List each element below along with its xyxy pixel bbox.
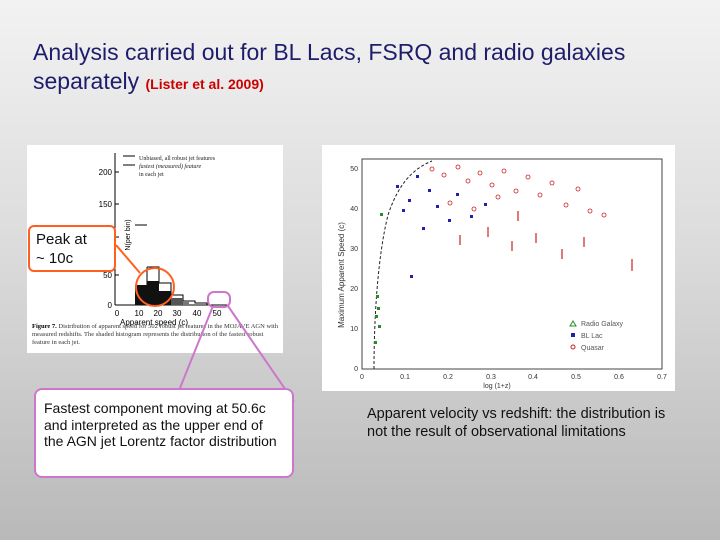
apparent-velocity-note: Apparent velocity vs redshift: the distr… [367,406,666,440]
hist-xtick-2: 20 [154,309,163,318]
peak-line-2: ~ 10c [36,250,74,267]
hist-ytick-1: 50 [103,271,112,280]
hist-legend-line-1: Unbiased, all robust jet features [139,155,216,162]
hist-ytick-3: 150 [99,200,113,209]
hist-xlabel: Apparent speed (c) [120,318,188,327]
peak-line-1: Peak at [36,231,87,248]
scatter-xtick-1: 0.1 [400,374,410,381]
hist-legend-line-3: in each jet [139,172,164,178]
hist-xtick-3: 30 [173,309,182,318]
hist-legend-line-2: fastest (measured) feature [139,163,202,170]
scatter-figure: 0 10 20 30 40 50 Maximum Apparent Speed … [322,145,675,391]
scatter-ytick-3: 30 [350,246,358,253]
scatter-xtick-4: 0.4 [528,374,538,381]
scatter-ytick-0: 0 [354,366,358,373]
legend-quasar: Quasar [581,345,605,352]
scatter-xtick-6: 0.6 [614,374,624,381]
scatter-ytick-2: 20 [350,286,358,293]
hist-xtick-1: 10 [135,309,144,318]
limit-curve [373,160,433,370]
scatter-xtick-5: 0.5 [571,374,581,381]
hist-ylabel: N(per bin) [125,219,132,250]
hist-ytick-0: 0 [108,301,113,310]
hist-ytick-4: 200 [99,168,113,177]
hist-xtick-5: 50 [213,309,222,318]
citation: (Lister et al. 2009) [145,76,264,92]
scatter-ytick-1: 10 [350,326,358,333]
hist-xtick-0: 0 [115,309,120,318]
scatter-xlabel: log (1+z) [483,383,510,390]
caption-label: Figure 7. [32,323,57,330]
legend-radio-galaxy: Radio Galaxy [581,321,624,328]
peak-callout: Peak at ~ 10c [28,225,116,272]
hist-xtick-4: 40 [193,309,202,318]
slide-title: Analysis carried out for BL Lacs, FSRQ a… [33,38,693,99]
scatter-points [374,164,633,344]
scatter-ylabel: Maximum Apparent Speed (c) [337,222,346,328]
fastest-callout: Fastest component moving at 50.6c and in… [34,388,294,478]
histogram-caption: Figure 7. Distribution of apparent speed… [32,323,278,347]
scatter-xtick-7: 0.7 [657,374,667,381]
caption-text: Distribution of apparent speed for 502 r… [32,323,278,346]
title-text: Analysis carried out for BL Lacs, FSRQ a… [33,39,626,94]
scatter-xtick-3: 0.3 [486,374,496,381]
scatter-xtick-2: 0.2 [443,374,453,381]
scatter-xtick-0: 0 [360,374,364,381]
scatter-ytick-5: 50 [350,166,358,173]
legend-bl-lac: BL Lac [581,333,603,340]
scatter-ytick-4: 40 [350,206,358,213]
